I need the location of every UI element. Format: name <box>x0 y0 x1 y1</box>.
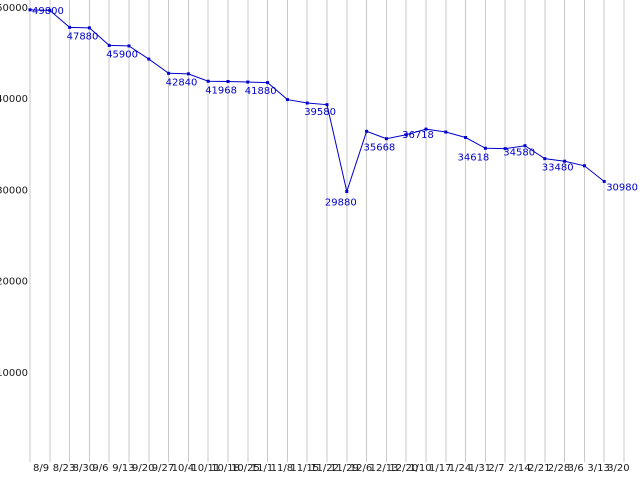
point-label: 47880 <box>67 31 99 42</box>
x-tick-label: 2/7 <box>488 463 504 474</box>
x-tick-label: 9/13 <box>112 463 134 474</box>
x-tick-label: 2/14 <box>508 463 530 474</box>
x-tick-label: 10/25 <box>231 463 260 474</box>
data-point <box>305 101 309 105</box>
point-label: 34580 <box>503 148 535 159</box>
x-tick-label: 11/15 <box>290 463 319 474</box>
x-tick-label: 9/6 <box>92 463 108 474</box>
data-point <box>365 129 369 133</box>
x-tick-label: 1/17 <box>429 463 451 474</box>
data-point <box>602 179 606 183</box>
y-tick-label: 20000 <box>0 277 28 288</box>
data-point <box>384 137 388 141</box>
point-label: 39580 <box>304 107 336 118</box>
point-label: 34618 <box>457 152 489 163</box>
data-point <box>226 80 230 84</box>
data-point <box>127 44 131 48</box>
series-line <box>29 9 605 194</box>
x-tick-label: 9/27 <box>152 463 174 474</box>
data-point <box>285 98 289 102</box>
x-tick-label: 1/24 <box>449 463 471 474</box>
x-tick-label: 9/20 <box>132 463 154 474</box>
data-point <box>464 136 468 140</box>
x-tick-label: 2/21 <box>528 463 550 474</box>
x-tick-label: 11/8 <box>271 463 293 474</box>
data-point <box>444 130 448 134</box>
x-tick-label: 12/13 <box>370 463 399 474</box>
point-label: 35668 <box>363 143 395 154</box>
data-point <box>582 164 586 168</box>
point-label: 41968 <box>205 85 237 96</box>
x-tick-label: 10/18 <box>211 463 240 474</box>
x-tick-label: 8/9 <box>33 463 49 474</box>
x-tick-label: 8/23 <box>53 463 75 474</box>
data-point <box>68 25 72 29</box>
x-tick-label: 11/29 <box>330 463 359 474</box>
y-tick-label: 10000 <box>0 368 28 379</box>
x-tick-label: 10/11 <box>191 463 220 474</box>
data-point <box>345 189 349 193</box>
x-tick-label: 11/22 <box>310 463 339 474</box>
point-label: 42840 <box>166 77 198 88</box>
x-tick-label: 12/6 <box>350 463 372 474</box>
point-label: 29880 <box>325 197 357 208</box>
y-tick-label: 50000 <box>0 3 28 14</box>
data-point <box>147 57 151 61</box>
point-label: 49800 <box>32 6 64 17</box>
x-tick-label: 3/20 <box>607 463 629 474</box>
data-point <box>523 144 527 148</box>
data-point <box>483 146 487 150</box>
x-tick-label: 1/10 <box>409 463 431 474</box>
x-tick-label: 12/20 <box>389 463 418 474</box>
point-label: 33480 <box>542 163 574 174</box>
data-point <box>87 26 91 30</box>
data-point <box>266 81 270 85</box>
y-tick-label: 30000 <box>0 185 28 196</box>
data-point <box>107 43 111 47</box>
data-point <box>48 8 52 12</box>
x-tick-label: 8/30 <box>73 463 95 474</box>
data-point <box>325 103 329 107</box>
point-label: 41880 <box>245 86 277 97</box>
x-tick-label: 3/6 <box>568 463 584 474</box>
point-label: 45900 <box>106 49 138 60</box>
data-point <box>246 80 250 84</box>
x-tick-label: 11/1 <box>251 463 273 474</box>
data-point <box>206 79 210 83</box>
x-tick-label: 10/4 <box>172 463 194 474</box>
y-tick-label: 40000 <box>0 94 28 105</box>
point-label: 36718 <box>402 130 434 141</box>
data-point <box>186 72 190 76</box>
data-point <box>424 127 428 131</box>
data-point <box>28 8 32 12</box>
x-tick-label: 2/28 <box>548 463 570 474</box>
data-point <box>563 159 567 163</box>
x-tick-label: 1/31 <box>469 463 491 474</box>
data-point <box>167 71 171 75</box>
data-point <box>404 133 408 137</box>
data-point <box>543 157 547 161</box>
data-point <box>503 147 507 151</box>
point-label: 30980 <box>606 182 638 193</box>
x-tick-label: 3/13 <box>587 463 609 474</box>
